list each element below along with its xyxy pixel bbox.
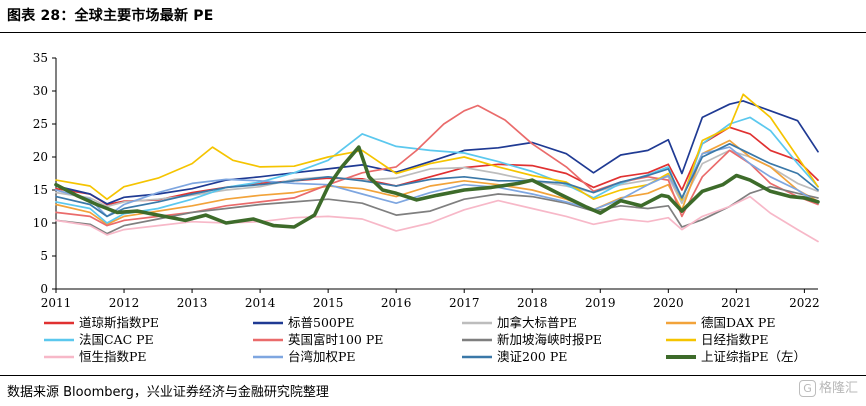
- x-tick-label: 2022: [789, 296, 820, 310]
- source-note: 数据来源 Bloomberg，兴业证券经济与金融研究院整理: [7, 385, 329, 400]
- pe-line-chart: 0 5 10 15 20 25 30 35 2011 2012 2013 2014 2015 2016 20…: [33, 51, 820, 364]
- y-tick-label: 15: [33, 183, 48, 197]
- y-tick-label: 25: [33, 117, 48, 131]
- legend-label-2: 加拿大标普PE: [497, 315, 577, 330]
- top-divider: [0, 32, 866, 33]
- legend-label-11: 上证综指PE（左）: [701, 349, 806, 364]
- x-tick-label: 2019: [585, 296, 616, 310]
- watermark: G 格隆汇: [798, 377, 858, 397]
- y-tick-label: 30: [33, 84, 48, 98]
- x-tick-label: 2015: [313, 296, 344, 310]
- legend-label-10: 澳证200 PE: [497, 349, 567, 364]
- legend-label-0: 道琼斯指数PE: [79, 315, 159, 330]
- legend-label-8: 恒生指数PE: [79, 349, 147, 364]
- x-tick-label: 2017: [449, 296, 480, 310]
- legend-label-1: 标普500PE: [288, 315, 354, 330]
- chart-legend: 道琼斯指数PE 标普500PE 加拿大标普PE 德国DAX PE 法国CAC PE 英国富…: [44, 315, 806, 364]
- chart-axes: 0 5 10 15 20 25 30 35 2011 2012 2013 2014 2015 2016 20…: [33, 51, 820, 310]
- series-line-0: [55, 126, 819, 206]
- y-tick-label: 5: [40, 249, 48, 263]
- series-line-6: [55, 185, 819, 235]
- watermark-logo-icon: G: [798, 380, 816, 397]
- x-tick-label: 2021: [721, 296, 752, 310]
- x-tick-label: 2018: [517, 296, 548, 310]
- legend-label-6: 新加坡海峡时报PE: [497, 332, 602, 347]
- y-tick-label: 20: [33, 150, 48, 164]
- legend-label-3: 德国DAX PE: [701, 315, 775, 330]
- series-line-4: [55, 116, 819, 224]
- y-tick-label: 35: [33, 51, 48, 65]
- x-tick-label: 2011: [41, 296, 72, 310]
- legend-label-7: 日经指数PE: [701, 332, 769, 347]
- series-line-5: [55, 104, 819, 227]
- series-line-8: [55, 195, 819, 243]
- chart-title: 图表 28：全球主要市场最新 PE: [7, 8, 214, 24]
- x-tick-label: 2012: [109, 296, 140, 310]
- x-tick-label: 2013: [177, 296, 208, 310]
- watermark-text: 格隆汇: [818, 381, 858, 396]
- series-line-3: [55, 139, 819, 226]
- bottom-divider: [0, 375, 866, 376]
- y-tick-label: 0: [40, 282, 48, 296]
- x-tick-label: 2016: [381, 296, 412, 310]
- x-tick-label: 2020: [653, 296, 684, 310]
- chart-lines: [54, 93, 820, 243]
- series-line-1: [55, 100, 819, 205]
- x-tick-label: 2014: [245, 296, 276, 310]
- legend-label-9: 台湾加权PE: [288, 349, 356, 364]
- legend-label-4: 法国CAC PE: [79, 332, 154, 347]
- series-line-10: [55, 142, 819, 218]
- series-line-11: [54, 145, 820, 229]
- series-line-7: [55, 93, 819, 201]
- legend-label-5: 英国富时100 PE: [288, 332, 383, 347]
- y-tick-label: 10: [33, 216, 48, 230]
